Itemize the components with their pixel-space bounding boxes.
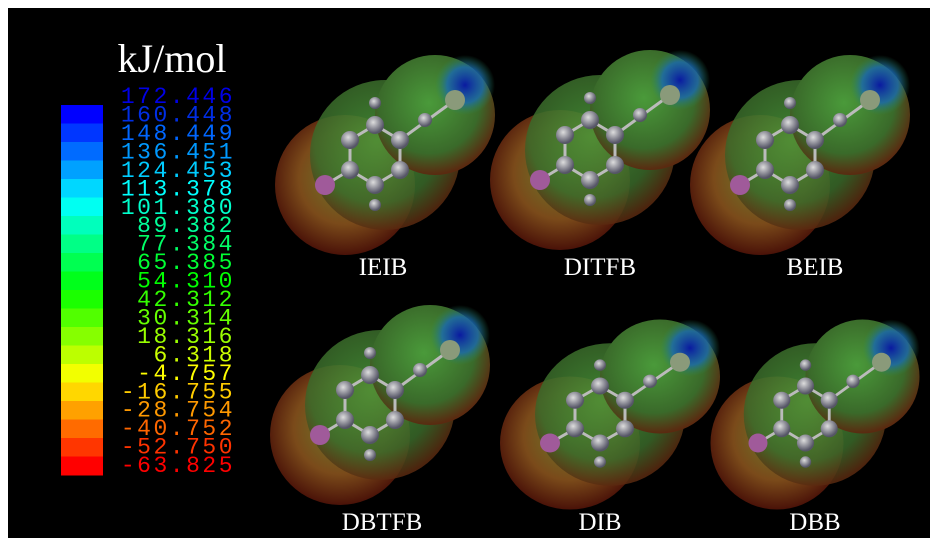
color-band	[61, 438, 103, 457]
color-band	[61, 142, 103, 161]
color-bar	[61, 105, 103, 476]
color-band	[61, 364, 103, 383]
molecule-label: DBTFB	[342, 509, 423, 536]
color-band	[61, 161, 103, 180]
color-band	[61, 327, 103, 346]
color-band	[61, 216, 103, 235]
scale-labels: 172.446160.448148.449136.451124.453113.3…	[121, 84, 235, 479]
color-band	[61, 253, 103, 272]
color-band	[61, 401, 103, 420]
molecule-label: DITFB	[564, 254, 636, 281]
color-band	[61, 105, 103, 124]
molecule-label: IEIB	[359, 254, 408, 281]
unit-label: kJ/mol	[118, 36, 227, 81]
color-band	[61, 420, 103, 439]
color-band	[61, 198, 103, 217]
color-band	[61, 383, 103, 402]
molecule-label: DBB	[789, 509, 840, 536]
color-band	[61, 457, 103, 476]
molecule-label: DIB	[578, 509, 621, 536]
color-band	[61, 124, 103, 143]
color-band	[61, 290, 103, 309]
color-band	[61, 235, 103, 254]
color-band	[61, 309, 103, 328]
color-band	[61, 346, 103, 365]
color-band	[61, 272, 103, 291]
figure: kJ/mol 172.446160.448148.449136.451124.4…	[0, 0, 940, 540]
color-band	[61, 179, 103, 198]
scale-label: -63.825	[121, 453, 235, 479]
molecule-label: BEIB	[787, 254, 844, 281]
